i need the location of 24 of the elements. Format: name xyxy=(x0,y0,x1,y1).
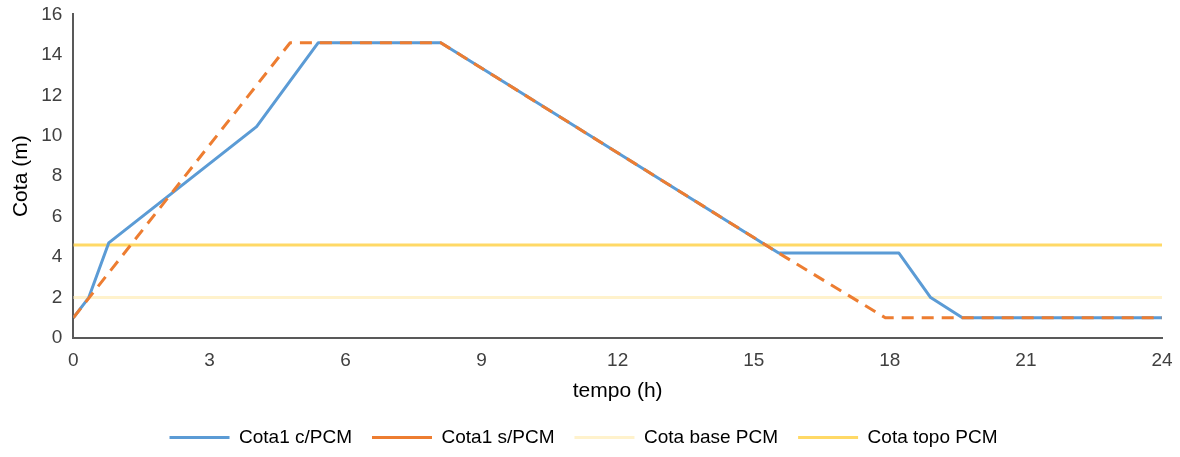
y-axis-title: Cota (m) xyxy=(8,135,32,218)
y-tick-label: 2 xyxy=(51,285,63,307)
y-tick-label: 10 xyxy=(41,123,63,145)
x-tick-label: 9 xyxy=(476,348,487,370)
y-tick-label: 16 xyxy=(41,2,63,24)
legend-label: Cota1 c/PCM xyxy=(239,425,352,447)
y-tick-label: 12 xyxy=(41,83,63,105)
x-tick-label: 12 xyxy=(607,348,629,370)
x-tick-label: 15 xyxy=(743,348,765,370)
x-tick-label: 3 xyxy=(204,348,215,370)
legend-label: Cota topo PCM xyxy=(867,425,998,447)
x-tick-label: 21 xyxy=(1015,348,1037,370)
y-tick-label: 0 xyxy=(51,326,63,348)
x-tick-label: 0 xyxy=(68,348,79,370)
legend-label: Cota1 s/PCM xyxy=(441,425,555,447)
y-tick-label: 8 xyxy=(51,164,63,186)
y-tick-label: 4 xyxy=(51,245,63,267)
y-tick-label: 6 xyxy=(51,204,63,226)
x-axis-title: tempo (h) xyxy=(572,378,663,402)
y-tick-label: 14 xyxy=(41,43,63,65)
legend-label: Cota base PCM xyxy=(643,425,779,447)
x-tick-label: 6 xyxy=(340,348,351,370)
x-tick-label: 18 xyxy=(879,348,901,370)
x-tick-label: 24 xyxy=(1151,348,1173,370)
